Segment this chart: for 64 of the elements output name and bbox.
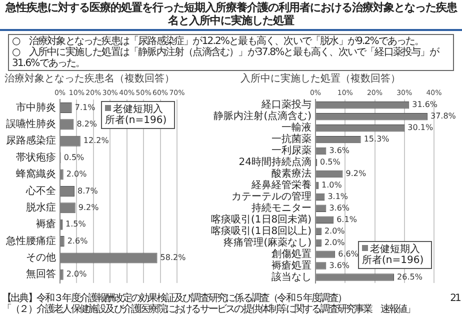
text: 「（２）介護老人保健施設及び介護医療院におけるサービスの提供体制等に関する調査研究事業 速報値」 (2, 304, 416, 315)
data-label: 15.3% (364, 134, 390, 144)
y-tick-label: 創傷処置 (272, 248, 312, 260)
data-label: 6.6% (338, 249, 359, 258)
text: ○ 治療対象となった疾患は「尿路感染症」が12.2%と最も高く、次いで「脱水」が9.2%であった。 (12, 36, 425, 47)
data-label: 3.6% (329, 203, 350, 212)
data-label: 37.8% (430, 112, 456, 121)
text: 急性疾患に対する医療的処置を行った短期入所療養介護の利用者における治療対象となった疾患名と入所中に実施した処置 (0, 0, 462, 31)
data-label: 2.0% (324, 238, 346, 247)
y-tick-label: 酸素療法 (272, 168, 312, 180)
y-tick-label: 24時間持続点滴 (238, 156, 312, 168)
y-tick-label: 市中肺炎 (16, 101, 56, 114)
y-tick-label: 誤嚥性肺炎 (6, 118, 56, 130)
data-label: 6.1% (336, 214, 358, 224)
y-tick-label: 喀痰吸引(1日8回未満) (210, 213, 312, 226)
data-label: 12.2% (83, 136, 110, 146)
y-tick-label: 静脈内注射(点滴含む) (214, 110, 312, 122)
y-tick-label: 急性腰痛症 (5, 234, 56, 247)
y-tick-label: 一抗菌薬 (272, 133, 312, 146)
data-label: 0.5% (320, 158, 341, 167)
data-label: 2.0% (324, 226, 346, 236)
text: 【出典】令和３年度介護報酬改定の効果検証及び調査研究に係る調査（令和５年度調査） (2, 293, 346, 304)
y-tick-label: 無回答 (26, 268, 56, 280)
data-label: 58.2% (160, 253, 186, 262)
y-tick-label: 疼痛管理(麻薬なし) (224, 236, 312, 248)
data-label: 8.2% (76, 120, 98, 129)
y-tick-label: 褥瘡処置 (272, 259, 312, 272)
legend-label: 老健短期入所者(n=196) (105, 104, 168, 126)
y-tick-label: 帯状疱疹 (16, 151, 56, 164)
data-label: 3.1% (328, 192, 348, 202)
data-label: 1.5% (66, 220, 86, 229)
y-tick-label: その他 (26, 252, 56, 264)
chart-title: 入所中に実施した処置（複数回答） (240, 72, 400, 85)
data-label: 9.2% (346, 169, 366, 178)
data-label: 0.5% (64, 152, 85, 162)
data-label: 2.0% (66, 170, 88, 179)
y-tick-label: 脱水症 (26, 201, 56, 214)
y-tick-label: カテーテルの管理 (232, 192, 312, 203)
data-label: 2.6% (67, 236, 88, 246)
text: ○ 入所中に実施した処置は「静脈内注射（点滴含む）」が37.8%と最も高く、次いで「経口薬投与」が31.6%であった。 (12, 47, 440, 69)
data-label: 30.1% (408, 123, 434, 132)
y-tick-label: 喀痰吸引(1日8回以上) (210, 224, 312, 237)
data-label: 8.7% (78, 186, 98, 196)
chart-subtitle: 治療対象となった疾患名（複数回答） (4, 72, 174, 85)
y-tick-label: 褥瘡 (36, 218, 56, 230)
y-tick-label: 心不全 (25, 184, 56, 197)
data-label: 3.6% (329, 260, 350, 270)
data-label: 3.6% (329, 146, 350, 156)
y-tick-label: 蜂窩織炎 (16, 168, 56, 180)
y-tick-label: 経口薬投与 (260, 98, 312, 111)
y-tick-label: 持続モニター (252, 202, 312, 214)
y-tick-label: 該当なし (272, 270, 312, 283)
y-tick-label: 一輸液 (282, 122, 312, 134)
data-label: 31.6% (412, 100, 438, 110)
data-label: 2.0% (66, 270, 88, 279)
data-label: 9.2% (78, 202, 100, 212)
data-label: 26.5% (397, 272, 423, 282)
y-tick-label: 一利尿薬 (272, 144, 312, 157)
data-label: 7.1% (74, 102, 96, 112)
y-tick-label: 経鼻経管栄養 (250, 179, 312, 192)
y-tick-label: 尿路感染症 (6, 134, 56, 147)
text: 21 (450, 293, 460, 304)
legend-label: 老健短期入所者(n=196) (362, 244, 425, 266)
data-label: 1.0% (321, 180, 342, 190)
